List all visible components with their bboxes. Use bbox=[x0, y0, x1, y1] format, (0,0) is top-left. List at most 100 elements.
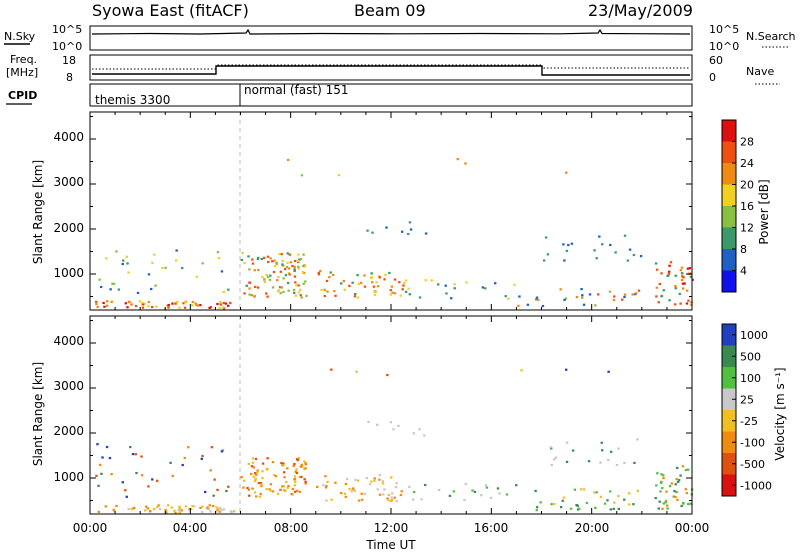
velocity-echo bbox=[485, 486, 489, 489]
power-echo bbox=[668, 264, 671, 267]
velocity-echo bbox=[606, 499, 609, 502]
velocity-echo bbox=[183, 456, 187, 460]
power-echo bbox=[594, 304, 597, 307]
power-echo bbox=[229, 301, 232, 305]
power-echo bbox=[464, 162, 467, 165]
colorbar-swatch bbox=[722, 184, 736, 206]
power-echo bbox=[372, 285, 376, 288]
power-echo bbox=[248, 293, 251, 296]
power-echo bbox=[465, 281, 468, 284]
velocity-echo bbox=[112, 508, 115, 511]
velocity-echo bbox=[199, 506, 202, 510]
velocity-echo bbox=[299, 465, 302, 468]
velocity-echo bbox=[171, 474, 175, 477]
velocity-echo bbox=[674, 483, 677, 486]
power-echo bbox=[385, 226, 388, 229]
xtick-0000: 00:00 bbox=[73, 521, 108, 535]
freq-unit: [MHz] bbox=[6, 66, 38, 79]
velocity-echo bbox=[681, 465, 685, 468]
velocity-echo bbox=[253, 491, 257, 494]
velocity-echo bbox=[184, 505, 188, 508]
velocity-echo bbox=[389, 421, 393, 424]
power-echo bbox=[623, 295, 626, 299]
velocity-echo bbox=[285, 481, 288, 484]
power-echo bbox=[582, 303, 586, 306]
power-echo bbox=[655, 286, 659, 289]
velocity-echo bbox=[496, 487, 500, 490]
power-echo bbox=[493, 282, 497, 285]
velocity-echo bbox=[249, 472, 253, 476]
velocity-echo bbox=[569, 507, 573, 510]
colorbar-tick-label: 1000 bbox=[740, 329, 768, 342]
velocity-echo bbox=[390, 498, 394, 501]
power-echo bbox=[437, 283, 440, 286]
colorbar-tick-label: 16 bbox=[740, 200, 754, 213]
velocity-echo bbox=[242, 486, 245, 489]
power-echo bbox=[329, 271, 332, 274]
velocity-echo bbox=[174, 511, 177, 514]
power-echo bbox=[111, 282, 114, 285]
velocity-echo bbox=[112, 509, 116, 513]
velocity-echo bbox=[178, 511, 181, 514]
velocity-echo bbox=[203, 490, 207, 494]
colorbar-swatch bbox=[722, 474, 736, 496]
freq-strip: Freq. [MHz] 18 8 60 0 Nave bbox=[6, 53, 780, 85]
power-echo bbox=[301, 270, 305, 274]
velocity-echo bbox=[550, 463, 553, 467]
velocity-echo bbox=[559, 506, 563, 509]
velocity-echo bbox=[386, 373, 389, 377]
power-echo bbox=[102, 301, 105, 305]
power-echo bbox=[183, 306, 187, 309]
velocity-echo bbox=[303, 478, 306, 481]
velocity-echo bbox=[229, 510, 233, 513]
colorbar-swatch bbox=[722, 249, 736, 271]
velocity-echo bbox=[448, 494, 452, 497]
power-echo bbox=[141, 306, 145, 309]
velocity-echo bbox=[218, 510, 221, 513]
power-echo bbox=[517, 304, 520, 307]
power-echo bbox=[356, 274, 359, 277]
velocity-echo bbox=[367, 420, 370, 424]
velocity-echo bbox=[357, 499, 361, 502]
colorbar-tick-label: 20 bbox=[740, 179, 754, 192]
power-echo bbox=[127, 271, 130, 274]
velocity-echo bbox=[636, 438, 639, 441]
velocity-echo bbox=[215, 510, 218, 513]
velocity-echo bbox=[534, 489, 537, 493]
power-echo bbox=[226, 304, 230, 307]
power-echo bbox=[293, 268, 296, 271]
power-echo bbox=[191, 304, 194, 307]
velocity-echo bbox=[261, 462, 265, 465]
power-echo bbox=[304, 280, 307, 283]
velocity-echo bbox=[340, 491, 343, 495]
freq-tick-top: 18 bbox=[62, 54, 76, 67]
velocity-echo bbox=[549, 446, 552, 449]
velocity-echo bbox=[304, 467, 307, 470]
power-echo bbox=[575, 296, 579, 299]
velocity-echo bbox=[679, 474, 682, 477]
power-echo bbox=[596, 293, 600, 296]
velocity-echo bbox=[220, 450, 224, 453]
power-echo bbox=[621, 298, 624, 301]
power-echo bbox=[110, 300, 113, 303]
velocity-echo bbox=[676, 466, 679, 470]
velocity-echo bbox=[670, 482, 674, 485]
power-echo bbox=[299, 294, 302, 297]
power-echo bbox=[384, 273, 387, 277]
power-echo bbox=[689, 275, 693, 278]
velocity-echo bbox=[156, 505, 159, 509]
velocity-echo bbox=[599, 495, 603, 498]
power-echo bbox=[222, 290, 225, 294]
velocity-echo bbox=[615, 463, 619, 467]
power-echo bbox=[371, 281, 374, 284]
velocity-echo bbox=[423, 434, 426, 437]
power-echo bbox=[331, 273, 335, 277]
velocity-echo bbox=[322, 483, 325, 487]
power-echo bbox=[681, 282, 685, 285]
velocity-echo bbox=[95, 474, 98, 477]
velocity-echo bbox=[247, 462, 251, 466]
power-echo bbox=[614, 251, 617, 254]
velocity-echo bbox=[325, 499, 328, 502]
power-echo bbox=[686, 267, 690, 270]
power-echo bbox=[293, 259, 297, 263]
